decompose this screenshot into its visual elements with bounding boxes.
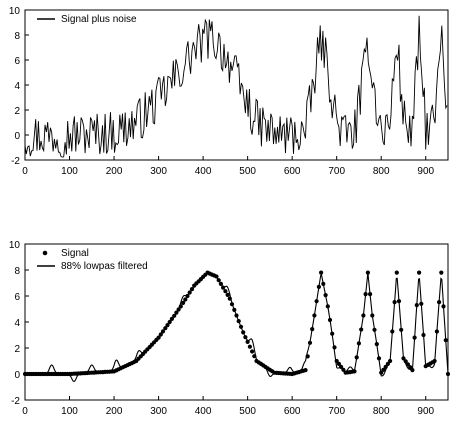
y-tick-label: 0 — [14, 370, 20, 381]
x-tick-label: 700 — [328, 406, 345, 417]
x-tick-label: 200 — [106, 166, 123, 177]
legend-label: 88% lowpas filtered — [61, 261, 148, 272]
x-tick-label: 600 — [284, 406, 301, 417]
y-tick-label: 0 — [14, 131, 20, 142]
x-tick-label: 800 — [373, 166, 390, 177]
y-tick-label: 4 — [14, 81, 20, 92]
x-tick-label: 500 — [239, 166, 256, 177]
x-tick-label: 800 — [373, 406, 390, 417]
signal-point — [223, 289, 228, 294]
signal-point — [250, 349, 255, 354]
x-tick-label: 600 — [284, 166, 301, 177]
x-tick-label: 900 — [417, 406, 434, 417]
series-line-signal-plus-noise — [24, 15, 448, 158]
y-tick-label: 8 — [14, 266, 20, 277]
signal-point — [417, 270, 422, 275]
y-tick-label: 6 — [14, 292, 20, 303]
signal-point — [181, 300, 186, 305]
x-tick-label: 200 — [106, 406, 123, 417]
x-tick-label: 300 — [150, 166, 167, 177]
x-tick-label: 700 — [328, 166, 345, 177]
x-tick-label: 300 — [150, 406, 167, 417]
y-tick-label: 10 — [9, 6, 21, 17]
legend-label: Signal plus noise — [61, 14, 137, 25]
signal-point — [408, 365, 413, 370]
x-tick-label: 100 — [61, 166, 78, 177]
signal-point — [439, 270, 444, 275]
signal-point — [319, 270, 324, 275]
signal-point — [381, 367, 386, 372]
y-tick-label: 6 — [14, 56, 20, 67]
y-tick-label: 2 — [14, 344, 20, 355]
signal-point — [225, 292, 230, 297]
y-tick-label: 8 — [14, 31, 20, 42]
x-tick-label: 500 — [239, 406, 256, 417]
signal-point — [394, 270, 399, 275]
y-tick-label: 4 — [14, 318, 20, 329]
y-tick-label: 10 — [9, 240, 21, 251]
x-tick-label: 100 — [61, 406, 78, 417]
x-tick-label: 400 — [195, 166, 212, 177]
x-tick-label: 0 — [22, 166, 28, 177]
series-line-lowpass-filtered — [25, 271, 449, 383]
legend-label: Signal — [61, 248, 89, 259]
signal-point — [247, 344, 252, 349]
x-tick-label: 0 — [22, 406, 28, 417]
x-tick-label: 900 — [417, 166, 434, 177]
signal-point — [336, 361, 341, 366]
legend-marker — [42, 250, 48, 256]
y-tick-label: -2 — [11, 156, 20, 167]
y-tick-label: -2 — [11, 396, 20, 407]
signal-point — [303, 368, 308, 373]
signal-point — [183, 297, 188, 302]
x-tick-label: 400 — [195, 406, 212, 417]
y-tick-label: 2 — [14, 106, 20, 117]
